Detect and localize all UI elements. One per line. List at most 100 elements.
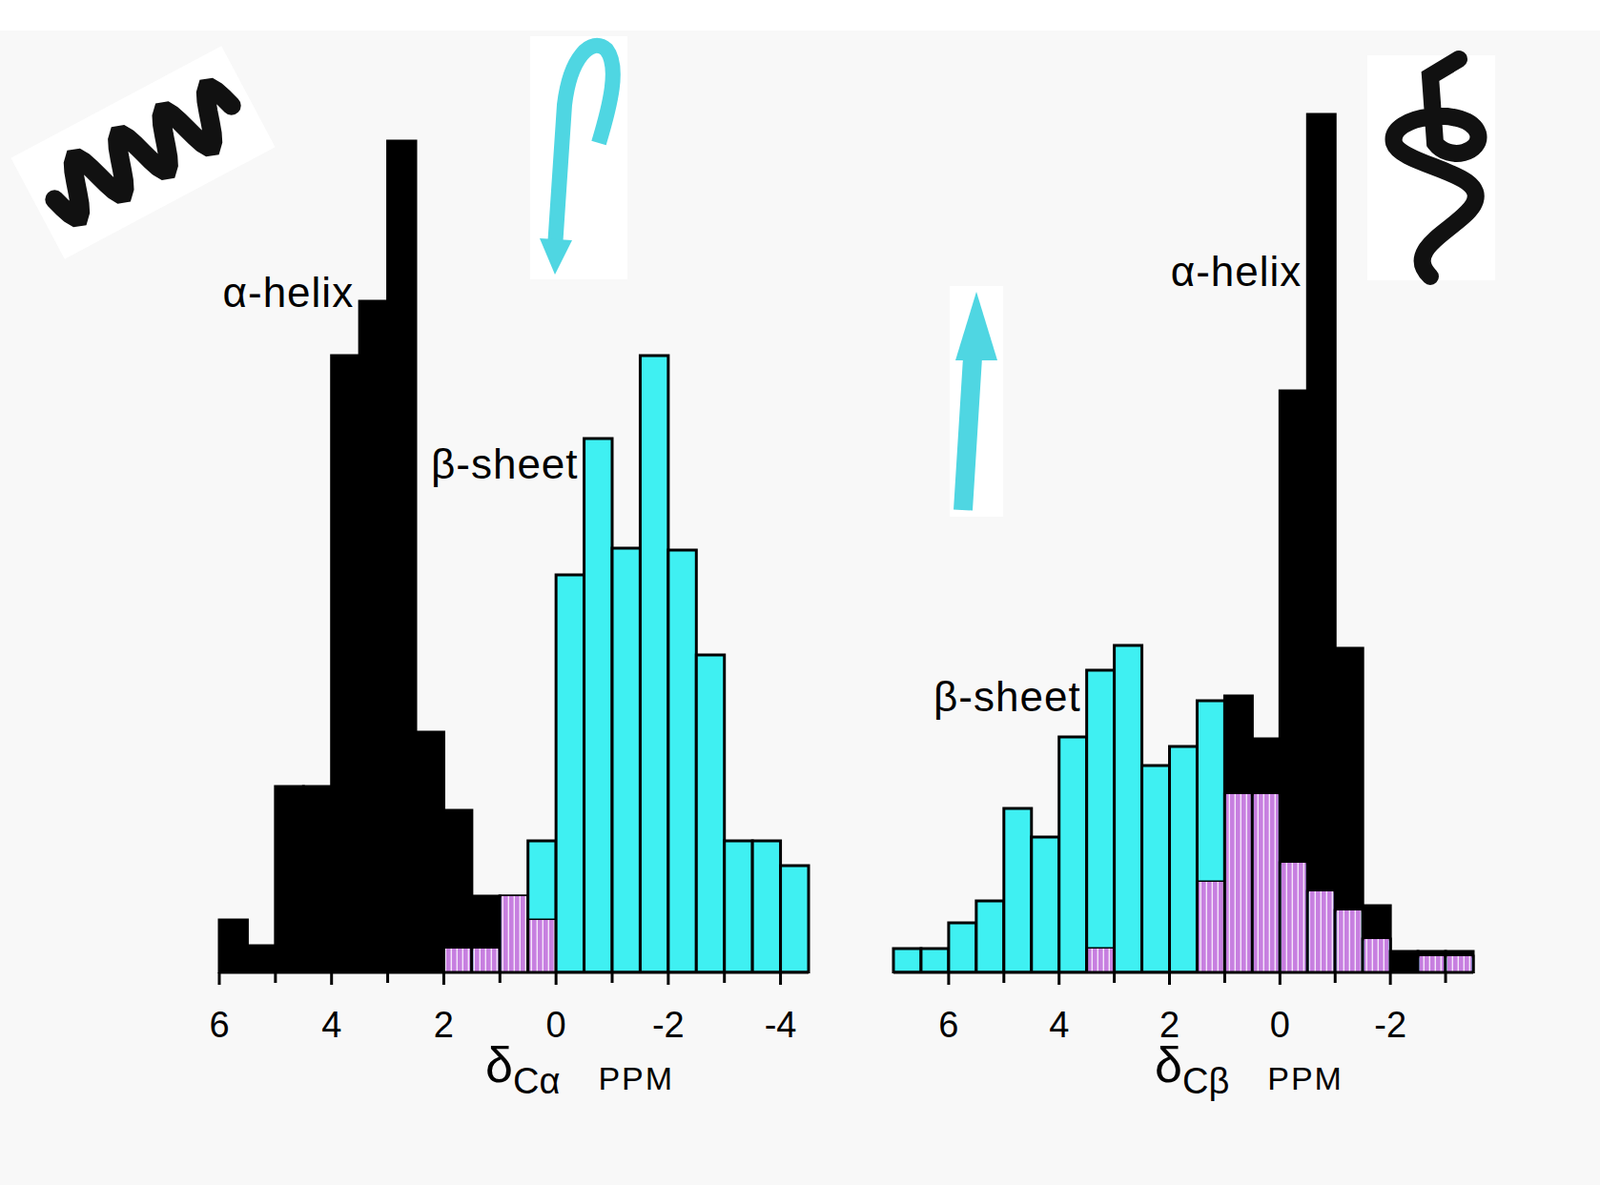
histogram-bar xyxy=(976,901,1005,973)
overlap-bar xyxy=(529,920,554,973)
histogram-bar xyxy=(1279,390,1308,973)
axis-unit: PPM xyxy=(597,1060,675,1097)
tick-mark xyxy=(1057,972,1061,985)
histogram-bar xyxy=(1334,648,1363,973)
panel-0: 6420-2-4δCαPPMα-helixβ-sheet xyxy=(208,141,809,1102)
histogram-bar xyxy=(1196,700,1225,973)
histogram-bar xyxy=(1169,746,1198,973)
histogram-bar xyxy=(668,550,697,973)
axis-subscript: Cα xyxy=(512,1061,560,1102)
icon-ground xyxy=(949,286,1004,517)
strand-icon xyxy=(949,286,1004,517)
histogram-bar xyxy=(331,355,360,973)
tick-label: -2 xyxy=(652,1005,685,1046)
minor-tick-mark xyxy=(611,972,615,984)
strand-arrow xyxy=(955,291,998,361)
strand-body xyxy=(963,357,973,511)
tick-mark xyxy=(218,972,222,985)
histogram-bar xyxy=(1417,956,1446,973)
histogram-bar xyxy=(1142,765,1170,973)
histogram-bar xyxy=(528,841,556,973)
minor-tick-mark xyxy=(722,972,726,984)
histogram-bar xyxy=(1334,910,1363,973)
histogram-bar xyxy=(528,920,556,973)
bars xyxy=(893,114,1474,973)
overlap-bar xyxy=(1198,882,1224,973)
sheet-ribbon xyxy=(554,45,614,248)
histogram-bar xyxy=(1417,951,1446,973)
histogram-bar xyxy=(388,141,416,973)
overlap-bar xyxy=(472,948,498,973)
histogram-bar xyxy=(1445,956,1474,973)
tick-mark xyxy=(554,972,558,985)
histogram-bar xyxy=(1087,948,1115,973)
overlap-bar xyxy=(501,896,527,973)
overlap-bar xyxy=(445,948,471,973)
minor-tick-mark xyxy=(1112,972,1116,984)
histogram-bar xyxy=(893,948,922,973)
minor-tick-mark xyxy=(1223,972,1227,984)
histogram-bar xyxy=(415,732,444,973)
overlap-bar xyxy=(1087,948,1113,973)
histogram-bar xyxy=(948,923,977,973)
icon-ground xyxy=(10,45,275,259)
top-band xyxy=(0,0,1600,31)
background xyxy=(0,0,1600,1185)
helix-turn-icon xyxy=(1367,55,1496,281)
histogram-bar xyxy=(921,948,949,973)
axis-symbol: δ xyxy=(1154,1037,1183,1093)
histogram-bar xyxy=(499,896,528,973)
minor-tick-mark xyxy=(498,972,502,984)
tick-mark xyxy=(1389,972,1393,985)
histogram-bar xyxy=(584,438,613,973)
overlap-bar xyxy=(1253,794,1279,973)
axis-symbol: δ xyxy=(485,1037,513,1093)
icon-ground xyxy=(530,36,628,280)
histogram-bar xyxy=(752,841,780,973)
histogram-bar xyxy=(471,896,500,973)
tick-label: 0 xyxy=(546,1005,567,1046)
series-label: α-helix xyxy=(223,268,355,316)
tick-mark xyxy=(1278,972,1282,985)
histogram-bar xyxy=(1251,738,1280,973)
minor-tick-mark xyxy=(273,972,277,984)
tick-label: 2 xyxy=(433,1005,454,1046)
sheet-arrow xyxy=(539,238,573,275)
sheet-icon xyxy=(530,36,628,280)
x-axis xyxy=(219,971,809,975)
axis-title: δCβ xyxy=(1154,1037,1230,1102)
series-label: β-sheet xyxy=(430,440,579,488)
histogram-bar xyxy=(555,574,584,973)
histogram-bar xyxy=(303,786,331,973)
histogram-bar xyxy=(1307,114,1335,973)
overlap-bar xyxy=(1447,956,1473,973)
tick-mark xyxy=(666,972,670,985)
minor-tick-mark xyxy=(1002,972,1006,984)
series-label: β-sheet xyxy=(933,673,1082,720)
axis-subscript: Cβ xyxy=(1182,1061,1230,1102)
overlap-bar xyxy=(1309,891,1334,973)
histogram-bar xyxy=(696,655,724,973)
histogram-bar xyxy=(639,355,668,973)
histogram-bar xyxy=(1362,939,1391,973)
series-label: α-helix xyxy=(1170,247,1303,295)
overlap-bar xyxy=(1364,939,1390,973)
histogram-bar xyxy=(471,948,500,973)
histogram-bar xyxy=(1004,808,1032,973)
overlap-bar xyxy=(1419,956,1445,973)
histogram-bar xyxy=(1114,645,1143,973)
histogram-bar xyxy=(780,865,809,973)
tick-mark xyxy=(442,972,446,985)
histogram-bar xyxy=(219,920,247,973)
histogram-bar xyxy=(359,301,388,973)
histogram-bar xyxy=(1224,696,1252,973)
histogram-bar xyxy=(1087,670,1115,973)
histogram-bar xyxy=(724,841,753,973)
tick-label: 0 xyxy=(1270,1005,1291,1046)
tick-mark xyxy=(946,972,950,985)
bars xyxy=(219,141,809,973)
tick-label: 4 xyxy=(321,1005,342,1046)
x-axis xyxy=(893,971,1474,975)
histogram-bar xyxy=(246,945,275,973)
panel-1: 6420-2δCβPPMα-helixβ-sheet xyxy=(893,114,1474,1102)
